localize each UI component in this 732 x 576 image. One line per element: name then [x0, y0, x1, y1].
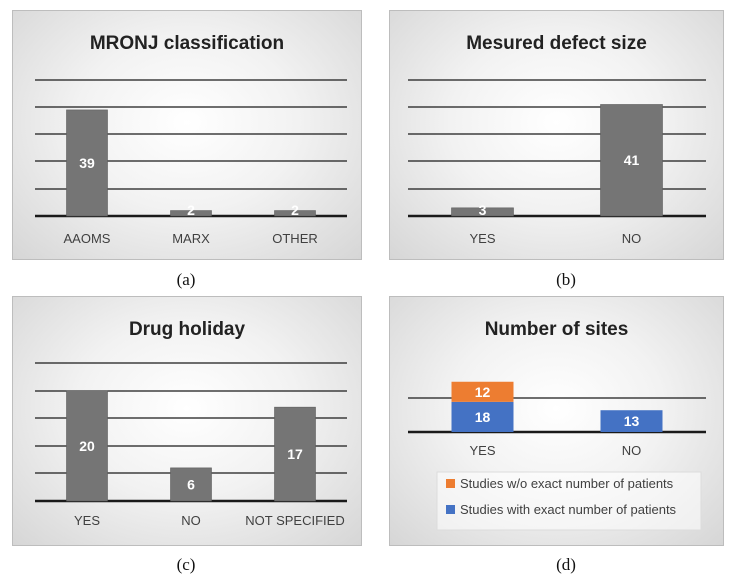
data-label-aaoms: 39 — [79, 155, 95, 171]
x-tick-label-no: NO — [181, 513, 201, 528]
chart-panel-measured-defect-size: Mesured defect size YES 3 NO 41 — [389, 10, 724, 260]
legend-swatch-studies-with-exact-number-of-patients — [446, 505, 455, 514]
chart-svg-d: Number of sites YES 18 12 NO 13 Studies w/o ex… — [408, 319, 706, 531]
data-label-yes: 3 — [479, 202, 487, 218]
chart-title-d: Number of sites — [485, 319, 629, 340]
chart-svg-c: Drug holiday YES 20 NO 6 NOT SPECIFIED 17 — [35, 319, 347, 528]
caption-c: (c) — [176, 555, 196, 574]
chart-title-c: Drug holiday — [129, 319, 246, 340]
data-label-studies-with-exact-number-of-patients-no: 13 — [624, 413, 640, 429]
bar-studies-w-o-exact-number-of-patients-yes — [451, 381, 514, 402]
bar-not-specified — [274, 406, 316, 502]
caption-b: (b) — [556, 270, 576, 289]
chart-title-a: MRONJ classification — [90, 33, 284, 54]
chart-panel-number-of-sites: Number of sites YES 18 12 NO 13 Studies w/o ex… — [389, 296, 724, 546]
bar-aaoms — [66, 109, 108, 217]
caption-a: (a) — [176, 270, 196, 289]
bar-yes — [451, 207, 514, 217]
bar-other — [274, 210, 316, 217]
x-tick-label-yes: YES — [469, 231, 495, 246]
bar-studies-with-exact-number-of-patients-no — [600, 410, 663, 432]
chart-panel-mronj-classification: MRONJ classification AAOMS 39 MARX 2 OTHER 2 — [12, 10, 362, 260]
bar-marx — [170, 210, 212, 217]
data-label-other: 2 — [291, 202, 299, 218]
bar-no — [170, 467, 212, 502]
x-tick-label-yes: YES — [469, 443, 495, 458]
chart-svg-a: MRONJ classification AAOMS 39 MARX 2 OTHER 2 — [35, 33, 347, 246]
data-label-no: 6 — [187, 476, 195, 492]
x-tick-label-marx: MARX — [172, 231, 210, 246]
data-label-no: 41 — [624, 152, 640, 168]
x-tick-label-other: OTHER — [272, 231, 318, 246]
data-label-not-specified: 17 — [287, 446, 303, 462]
legend-label-studies-w-o-exact-number-of-patients: Studies w/o exact number of patients — [460, 476, 674, 491]
x-tick-label-no: NO — [622, 443, 642, 458]
legend-box — [436, 471, 702, 531]
chart-title-b: Mesured defect size — [466, 33, 647, 54]
caption-d: (d) — [556, 555, 576, 574]
x-tick-label-yes: YES — [74, 513, 100, 528]
x-tick-label-not-specified: NOT SPECIFIED — [245, 513, 344, 528]
bar-yes — [66, 390, 108, 502]
x-tick-label-no: NO — [622, 231, 642, 246]
chart-svg-b: Mesured defect size YES 3 NO 41 — [408, 33, 706, 246]
data-label-studies-with-exact-number-of-patients-yes: 18 — [475, 409, 491, 425]
x-tick-label-aaoms: AAOMS — [64, 231, 111, 246]
legend-swatch-studies-w-o-exact-number-of-patients — [446, 479, 455, 488]
chart-panel-drug-holiday: Drug holiday YES 20 NO 6 NOT SPECIFIED 17 — [12, 296, 362, 546]
data-label-marx: 2 — [187, 202, 195, 218]
data-label-studies-w-o-exact-number-of-patients-yes: 12 — [475, 384, 491, 400]
data-label-yes: 20 — [79, 438, 95, 454]
bar-studies-with-exact-number-of-patients-yes — [451, 401, 514, 432]
bar-no — [600, 104, 663, 217]
legend-label-studies-with-exact-number-of-patients: Studies with exact number of patients — [460, 502, 677, 517]
